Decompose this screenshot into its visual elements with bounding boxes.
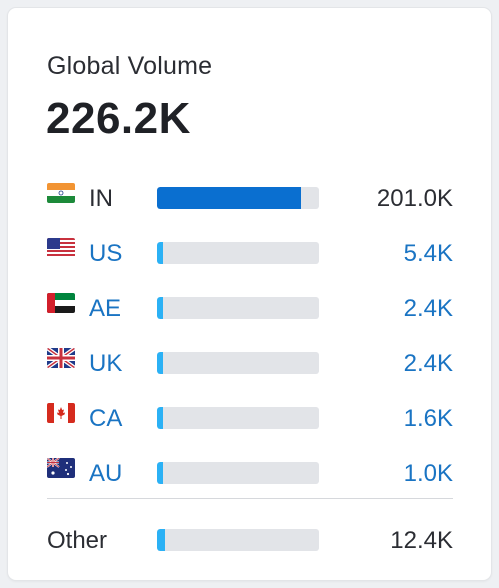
country-value-ae[interactable]: 2.4K (403, 295, 453, 322)
total-volume: 226.2K (46, 94, 191, 143)
volume-bar-ca (157, 407, 319, 429)
uk-flag-icon (47, 348, 75, 368)
country-code-ca[interactable]: CA (89, 405, 123, 432)
country-row-ca[interactable]: CA 1.6K (47, 403, 453, 433)
other-value: 12.4K (390, 527, 453, 554)
volume-bar-other (157, 529, 319, 551)
volume-bar-fill-other (157, 529, 165, 551)
country-value-uk[interactable]: 2.4K (403, 350, 453, 377)
country-row-in: IN 201.0K (47, 183, 453, 213)
country-code-ae[interactable]: AE (89, 295, 122, 322)
volume-bar-fill-uk (157, 352, 163, 374)
volume-bar-fill-us (157, 242, 163, 264)
country-row-us[interactable]: US 5.4K (47, 238, 453, 268)
country-value-in: 201.0K (376, 185, 453, 212)
country-value-au[interactable]: 1.0K (403, 460, 453, 487)
country-value-us[interactable]: 5.4K (403, 240, 453, 267)
global-volume-card: Global Volume 226.2K IN 201.0K US (8, 8, 491, 580)
other-row: Other 12.4K (47, 525, 453, 555)
divider (47, 498, 453, 499)
country-code-au[interactable]: AU (89, 460, 123, 487)
country-code-uk[interactable]: UK (89, 350, 123, 377)
volume-bar-fill-ae (157, 297, 163, 319)
country-row-uk[interactable]: UK 2.4K (47, 348, 453, 378)
country-value-ca[interactable]: 1.6K (403, 405, 453, 432)
canada-flag-icon (47, 403, 75, 423)
country-row-au[interactable]: AU 1.0K (47, 458, 453, 488)
usa-flag-icon (47, 238, 75, 258)
uae-flag-icon (47, 293, 75, 313)
country-code-in: IN (89, 185, 113, 212)
india-flag-icon (47, 183, 75, 203)
volume-bar-in (157, 187, 319, 209)
volume-bar-us (157, 242, 319, 264)
volume-bar-ae (157, 297, 319, 319)
volume-bar-uk (157, 352, 319, 374)
volume-bar-au (157, 462, 319, 484)
country-code-us[interactable]: US (89, 240, 123, 267)
volume-bar-fill-ca (157, 407, 163, 429)
country-row-ae[interactable]: AE 2.4K (47, 293, 453, 323)
volume-bar-fill-au (157, 462, 163, 484)
australia-flag-icon (47, 458, 75, 478)
other-label: Other (47, 527, 108, 554)
widget-title: Global Volume (47, 52, 213, 80)
volume-bar-fill-in (157, 187, 301, 209)
